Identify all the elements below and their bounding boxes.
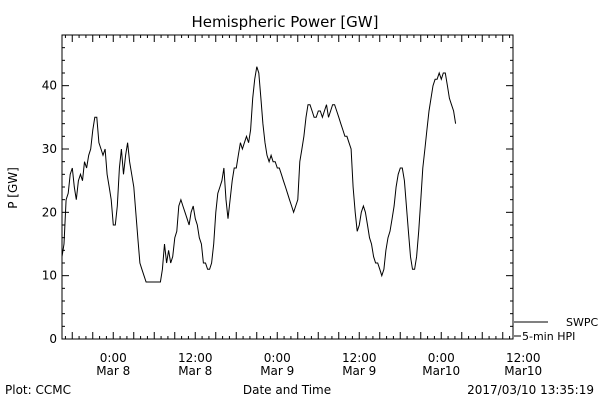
- legend-label-hpi: 5-min HPI: [522, 330, 575, 343]
- x-tick-label-date: Mar 8: [96, 364, 130, 378]
- plot-timestamp: 2017/03/10 13:35:19: [467, 383, 594, 397]
- series-line-swpc: [61, 66, 457, 283]
- y-tick-label: 0: [49, 332, 57, 346]
- x-tick-label-time: 0:00: [264, 351, 291, 365]
- x-tick-label-time: 12:00: [178, 351, 213, 365]
- x-tick-label-date: Mar 9: [260, 364, 294, 378]
- x-axis-label: Date and Time: [243, 383, 331, 397]
- y-axis-label: P [GW]: [6, 167, 20, 209]
- legend-label-swpc: SWPC: [566, 316, 598, 329]
- y-axis: 0 10 20 30 40: [42, 34, 513, 346]
- x-tick-label-date: Mar 8: [178, 364, 212, 378]
- x-tick-label-time: 0:00: [428, 351, 455, 365]
- x-tick-label-time: 12:00: [342, 351, 377, 365]
- x-tick-label-date: Mar10: [504, 364, 542, 378]
- y-tick-label: 10: [42, 269, 57, 283]
- plot-credit: Plot: CCMC: [5, 383, 71, 397]
- y-tick-label: 30: [42, 142, 57, 156]
- plot-frame: [61, 34, 514, 340]
- legend: SWPC 5-min HPI: [514, 316, 598, 343]
- x-tick-label-date: Mar 9: [342, 364, 376, 378]
- x-tick-label-date: Mar10: [422, 364, 460, 378]
- chart-title: Hemispheric Power [GW]: [192, 13, 379, 31]
- x-tick-label-time: 0:00: [100, 351, 127, 365]
- y-tick-label: 40: [42, 79, 57, 93]
- x-tick-label-time: 12:00: [506, 351, 541, 365]
- y-tick-label: 20: [42, 205, 57, 219]
